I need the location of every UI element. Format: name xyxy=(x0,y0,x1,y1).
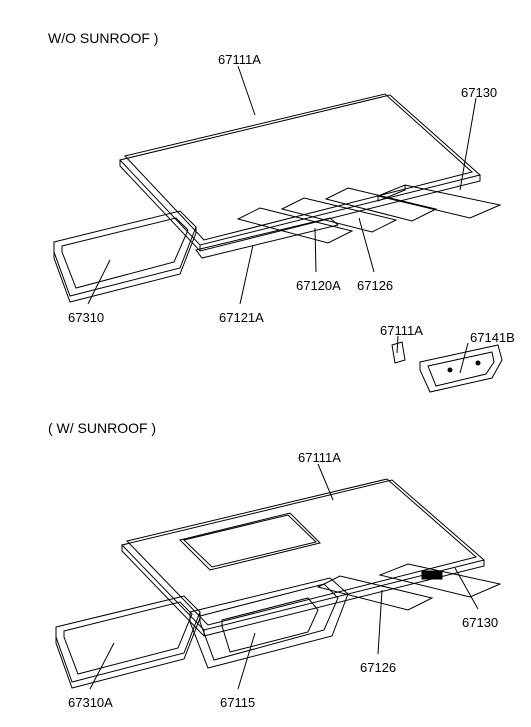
callout-67115: 67115 xyxy=(220,695,255,710)
callout-67126-top: 67126 xyxy=(357,278,393,293)
section-label-with-sunroof: ( W/ SUNROOF ) xyxy=(48,420,156,436)
callout-67130-bottom: 67130 xyxy=(462,615,498,630)
section-label-no-sunroof: W/O SUNROOF ) xyxy=(48,30,158,46)
callout-67111a-bottom: 67111A xyxy=(298,450,341,465)
callout-67111a-pin: 67111A xyxy=(380,323,423,338)
callout-67126-bottom: 67126 xyxy=(360,660,396,675)
callout-67310a: 67310A xyxy=(68,695,113,710)
callout-67111a-top: 67111A xyxy=(218,52,261,67)
callout-67121a: 67121A xyxy=(219,310,264,325)
callout-67310: 67310 xyxy=(68,310,104,325)
callout-67120a: 67120A xyxy=(296,278,341,293)
parts-diagram xyxy=(0,0,531,727)
callout-67141b: 67141B xyxy=(470,330,515,345)
callout-67130-top: 67130 xyxy=(461,85,497,100)
